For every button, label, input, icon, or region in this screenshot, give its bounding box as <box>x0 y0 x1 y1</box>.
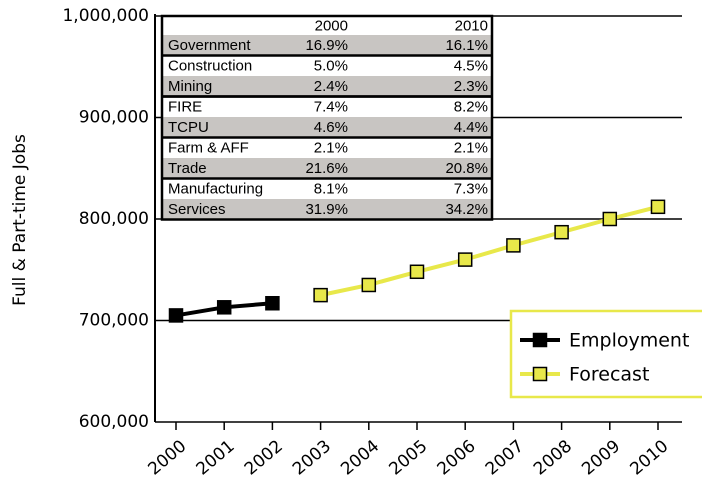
table-cell: 7.4% <box>314 99 348 116</box>
table-header: 2000 <box>315 17 348 34</box>
x-tick-label: 2009 <box>578 436 624 479</box>
x-tick-label: 2000 <box>144 436 190 479</box>
table-cell: 2.3% <box>454 78 488 95</box>
y-tick-label: 900,000 <box>79 108 149 128</box>
x-tick-label: 2002 <box>241 436 287 479</box>
marker <box>457 252 473 267</box>
table-cell: 21.6% <box>305 160 348 177</box>
table-cell: Mining <box>168 78 212 95</box>
marker <box>602 211 618 227</box>
table-cell: 5.0% <box>314 58 348 75</box>
marker <box>506 238 521 253</box>
marker <box>650 199 666 215</box>
series-line <box>320 204 659 298</box>
table-border <box>160 14 494 221</box>
table-cell: 16.1% <box>445 37 488 54</box>
table-header: 2010 <box>455 17 488 34</box>
y-tick-label: 800,000 <box>79 209 149 229</box>
table-label-group: Trade <box>168 160 207 177</box>
x-tick-label: 2010 <box>626 436 672 479</box>
x-tick-label: 2008 <box>530 436 576 479</box>
x-tick-label: 2006 <box>434 436 480 479</box>
x-tick-label: 2004 <box>337 436 383 479</box>
x-tick-label: 2007 <box>482 436 528 479</box>
table-cell: 4.4% <box>454 119 488 136</box>
marker <box>168 308 184 323</box>
table-cell: 31.9% <box>305 201 348 218</box>
table-cell: 2.1% <box>454 140 488 157</box>
table-label-group: Mining <box>168 78 212 95</box>
table-label-group: TCPU <box>168 119 209 136</box>
table-cell: 8.2% <box>454 99 488 116</box>
marker <box>265 295 280 311</box>
table-row-shade <box>162 76 492 97</box>
marker <box>409 264 425 280</box>
table-label-group: Construction <box>168 58 252 75</box>
table-label-group: Manufacturing <box>168 181 263 198</box>
x-tick-label: 2003 <box>289 436 335 479</box>
table-cell: Construction <box>168 58 252 75</box>
table-row-shade <box>162 158 492 179</box>
table-cell: 34.2% <box>445 201 488 218</box>
table-cell: 20.8% <box>445 160 488 177</box>
marker <box>313 287 328 303</box>
table-cell: Services <box>168 201 226 218</box>
table-cell: 4.5% <box>454 58 488 75</box>
y-tick-label: 600,000 <box>79 412 149 432</box>
table-cell: Trade <box>168 160 207 177</box>
legend-label: Forecast <box>569 364 649 386</box>
table-label-group: Services <box>168 201 226 218</box>
y-tick-label: 700,000 <box>79 311 149 331</box>
x-tick-label: 2001 <box>193 436 239 479</box>
table-cell: 2.1% <box>314 140 348 157</box>
table-label-group: FIRE <box>168 99 202 116</box>
table-cell: 7.3% <box>454 181 488 198</box>
legend-marker <box>532 366 548 382</box>
marker <box>361 277 377 293</box>
x-tick-label: 2005 <box>385 436 431 479</box>
legend-marker <box>532 332 548 348</box>
table-row-shade <box>162 199 492 220</box>
table-cell: FIRE <box>168 99 202 116</box>
legend-label: Employment <box>569 330 689 352</box>
table-cell: TCPU <box>168 119 209 136</box>
legend-box <box>509 309 702 399</box>
table-cell: 8.1% <box>314 181 348 198</box>
table-cell: Manufacturing <box>168 181 263 198</box>
table-row-shade <box>162 117 492 138</box>
table-row-shade <box>162 35 492 56</box>
table-cell: Government <box>168 37 251 54</box>
y-tick-label: 1,000,000 <box>62 6 149 26</box>
table-label-group: Government <box>168 37 251 54</box>
table-cell: 4.6% <box>314 119 348 136</box>
table-cell: Farm & AFF <box>168 140 249 157</box>
table-label-group: Farm & AFF <box>168 140 249 157</box>
marker <box>554 224 569 240</box>
table-cell: 16.9% <box>305 37 348 54</box>
marker <box>216 300 232 315</box>
table-cell: 2.4% <box>314 78 348 95</box>
y-axis-label: Full & Part-time Jobs <box>10 134 30 306</box>
